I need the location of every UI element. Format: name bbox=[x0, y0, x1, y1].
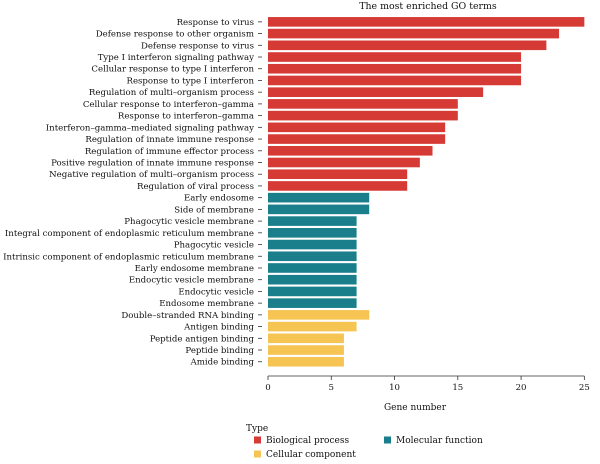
category-label: Cellular response to interferon–gamma bbox=[83, 100, 254, 110]
x-axis: 0 5 10 15 20 25 bbox=[265, 375, 590, 393]
category-label: Regulation of viral process bbox=[137, 182, 254, 192]
bar bbox=[268, 274, 357, 285]
category-label: Phagocytic vesicle membrane bbox=[124, 217, 254, 227]
bar bbox=[268, 192, 370, 203]
bar bbox=[268, 286, 357, 297]
bar bbox=[268, 17, 585, 27]
bar bbox=[268, 122, 446, 133]
legend-swatch bbox=[254, 450, 261, 458]
bar bbox=[268, 310, 370, 320]
category-label: Early endosome membrane bbox=[135, 264, 254, 274]
x-tick-label: 15 bbox=[452, 383, 463, 393]
bar bbox=[268, 204, 370, 215]
category-label: Regulation of innate immune response bbox=[85, 135, 254, 145]
category-label: Positive regulation of innate immune res… bbox=[51, 159, 254, 169]
bar bbox=[268, 169, 408, 180]
bar bbox=[268, 99, 458, 109]
category-label: Negative regulation of multi–organism pr… bbox=[49, 170, 254, 180]
legend-label: Molecular function bbox=[396, 436, 483, 446]
x-tick-label: 20 bbox=[516, 383, 527, 393]
bar bbox=[268, 216, 357, 226]
bars-group bbox=[268, 17, 585, 367]
category-label: Endocytic vesicle bbox=[178, 287, 254, 297]
legend-label: Biological process bbox=[266, 436, 349, 446]
bar bbox=[268, 75, 522, 86]
category-label: Response to virus bbox=[177, 18, 254, 28]
category-label: Early endosome bbox=[184, 194, 254, 204]
bar bbox=[268, 333, 344, 344]
category-label: Phagocytic vesicle bbox=[174, 241, 254, 251]
bar bbox=[268, 321, 357, 332]
category-labels: Response to virus Defense response to oth… bbox=[3, 18, 262, 368]
category-label: Double–stranded RNA binding bbox=[121, 311, 254, 321]
category-label: Peptide antigen binding bbox=[150, 334, 255, 344]
category-label: Amide binding bbox=[190, 358, 255, 368]
legend: Type Biological process Molecular functio… bbox=[246, 424, 483, 460]
category-label: Response to type I interferon bbox=[126, 76, 254, 86]
category-label: Cellular response to type I interferon bbox=[91, 65, 254, 75]
bar bbox=[268, 263, 357, 273]
category-label: Defense response to virus bbox=[141, 41, 254, 51]
bar bbox=[268, 345, 344, 355]
x-axis-title: Gene number bbox=[384, 403, 447, 413]
category-label: Interferon–gamma–mediated signaling path… bbox=[46, 123, 254, 133]
bar bbox=[268, 157, 420, 168]
category-label: Intrinsic component of endoplasmic retic… bbox=[3, 252, 254, 262]
bar bbox=[268, 63, 522, 74]
bar bbox=[268, 134, 446, 144]
x-tick-label: 5 bbox=[329, 383, 334, 393]
bar bbox=[268, 228, 357, 238]
bar bbox=[268, 40, 547, 51]
bar bbox=[268, 356, 344, 367]
legend-swatch bbox=[254, 436, 261, 444]
bar bbox=[268, 251, 357, 262]
legend-title: Type bbox=[246, 424, 268, 434]
category-label: Endocytic vesicle membrane bbox=[129, 276, 254, 286]
chart-title: The most enriched GO terms bbox=[359, 1, 497, 12]
x-tick-label: 10 bbox=[389, 383, 400, 393]
category-label: Response to interferon–gamma bbox=[118, 112, 254, 122]
category-label: Integral component of endoplasmic reticu… bbox=[5, 229, 254, 239]
category-label: Endosome membrane bbox=[159, 299, 254, 309]
category-label: Peptide binding bbox=[185, 346, 254, 356]
bar bbox=[268, 110, 458, 121]
bar bbox=[268, 87, 484, 97]
x-tick-label: 25 bbox=[579, 383, 590, 393]
bar bbox=[268, 145, 433, 156]
category-label: Type I interferon signaling pathway bbox=[98, 53, 254, 63]
bar bbox=[268, 28, 560, 39]
legend-label: Cellular component bbox=[266, 450, 356, 460]
legend-swatch bbox=[384, 436, 391, 444]
category-label: Regulation of immune effector process bbox=[85, 147, 254, 157]
x-tick-label: 0 bbox=[265, 383, 270, 393]
bar bbox=[268, 52, 522, 62]
category-label: Antigen binding bbox=[183, 323, 254, 333]
category-label: Side of membrane bbox=[174, 205, 254, 215]
bar bbox=[268, 239, 357, 250]
bar bbox=[268, 181, 408, 191]
bar bbox=[268, 298, 357, 308]
category-label: Regulation of multi–organism process bbox=[89, 88, 254, 98]
category-label: Defense response to other organism bbox=[96, 30, 254, 40]
